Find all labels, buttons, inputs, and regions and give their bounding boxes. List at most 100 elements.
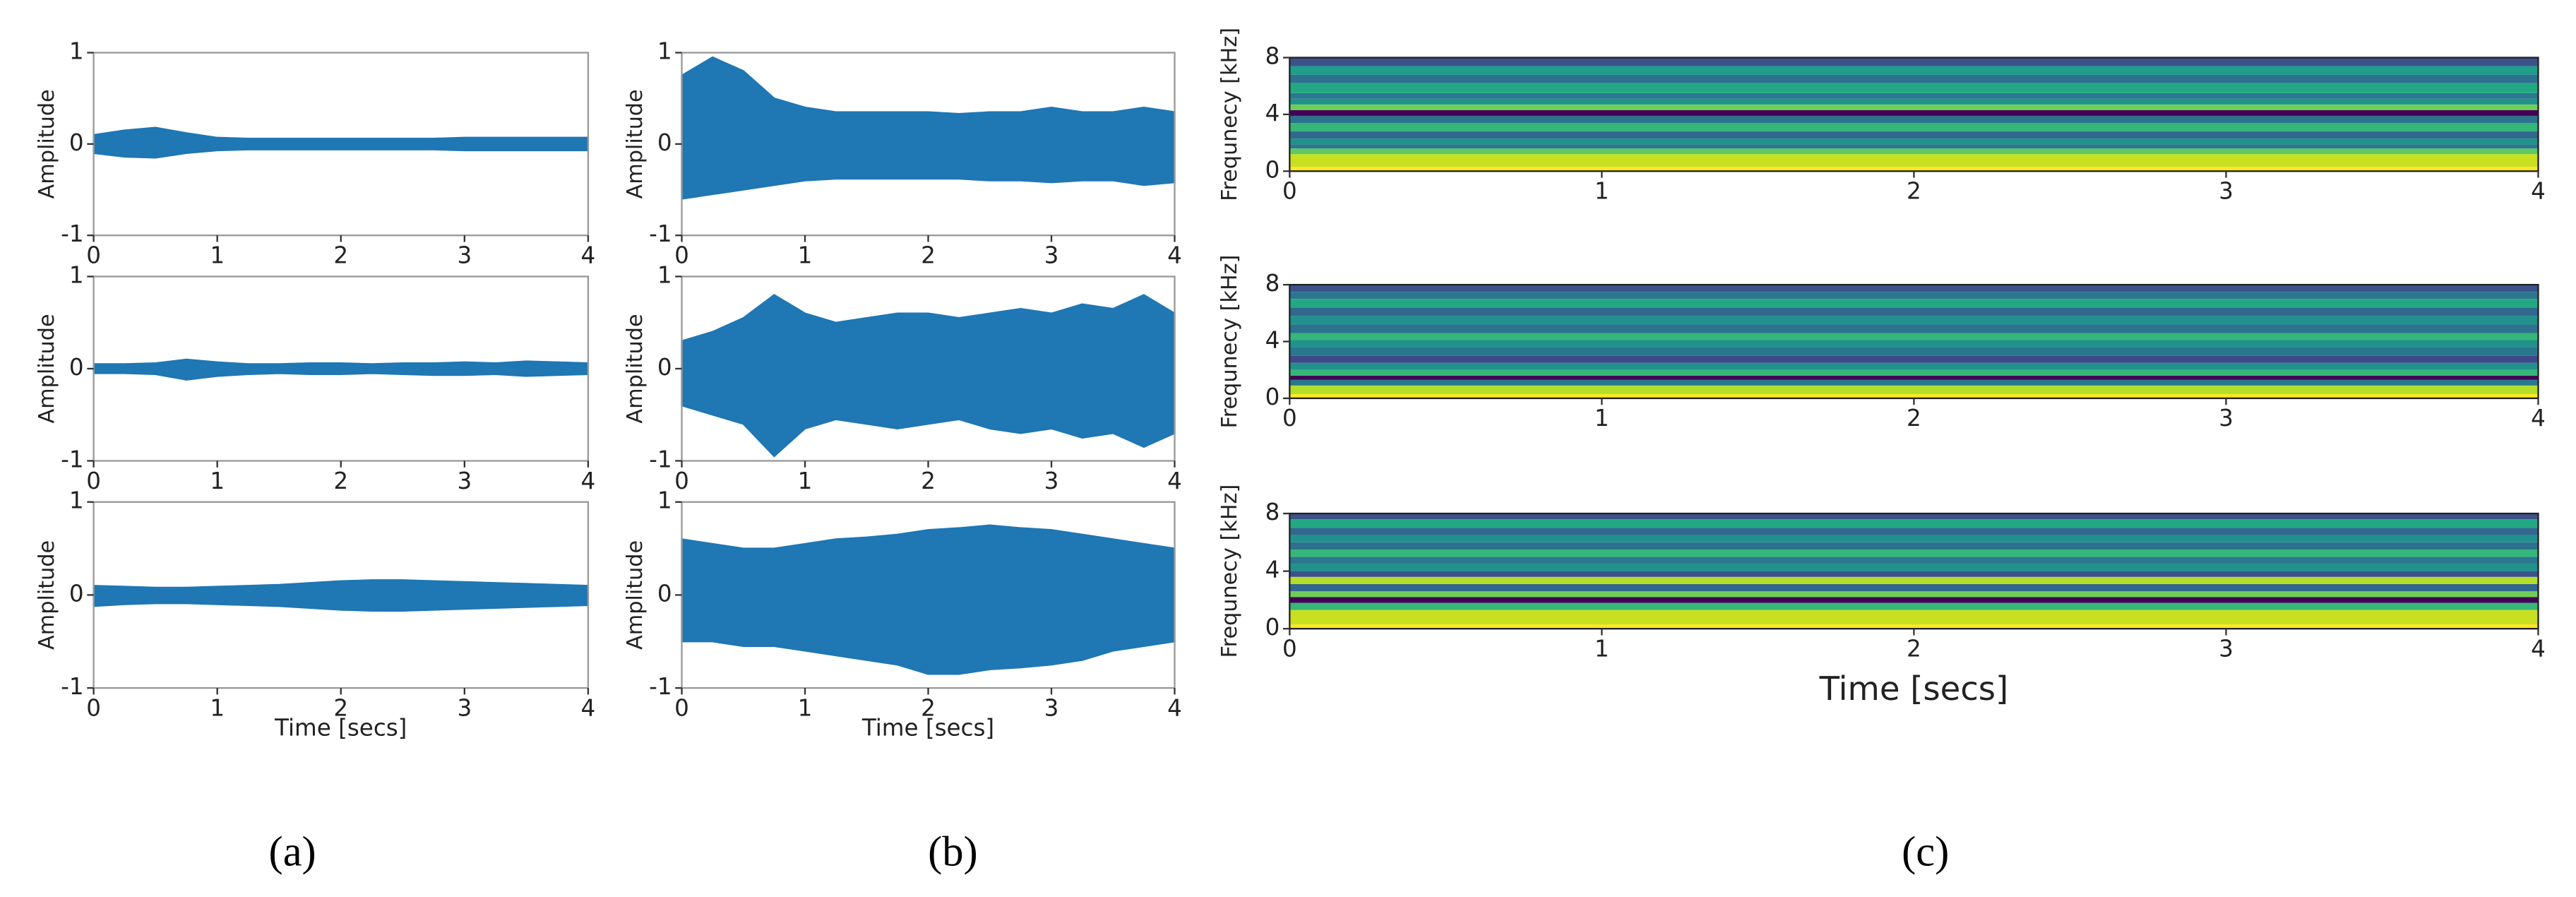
spectrogram-band — [1289, 154, 2539, 167]
spectrogram-band — [1289, 347, 2539, 356]
spectrogram-band — [1289, 148, 2539, 155]
x-tick-label: 1 — [1594, 178, 1609, 205]
y-tick-label: 1 — [69, 261, 84, 288]
y-tick-label: 1 — [657, 38, 672, 65]
spectrogram-band — [1289, 316, 2539, 325]
y-axis-label: Amplitude — [623, 314, 648, 423]
waveform — [681, 524, 1176, 675]
spectrogram-band — [1289, 307, 2539, 316]
y-tick-label: 8 — [1265, 499, 1280, 525]
x-tick-label: 0 — [1282, 635, 1297, 662]
x-tick-label: 2 — [333, 694, 348, 721]
y-tick-label: -1 — [61, 220, 83, 247]
y-tick-label: 8 — [1265, 270, 1280, 297]
y-tick-label: 4 — [1265, 100, 1280, 126]
spectrogram-band — [1289, 167, 2539, 172]
spectrogram-band — [1289, 123, 2539, 132]
spectrogram-band — [1289, 591, 2539, 598]
x-tick-label: 3 — [2219, 405, 2234, 432]
y-axis-label: Amplitude — [623, 540, 648, 650]
y-tick-label: 8 — [1265, 43, 1280, 70]
spectrogram-band — [1289, 610, 2539, 625]
spectrogram-band — [1289, 115, 2539, 124]
y-tick-label: 0 — [657, 580, 672, 607]
x-tick-label: 1 — [210, 694, 225, 721]
x-axis-label: Time [secs] — [274, 714, 407, 741]
x-tick-label: 2 — [921, 468, 936, 494]
spectrogram-band — [1289, 355, 2539, 363]
spectrogram-band — [1289, 576, 2539, 584]
x-tick-label: 1 — [210, 242, 225, 269]
x-tick-label: 2 — [1907, 178, 1921, 205]
spectrogram-band — [1289, 109, 2539, 116]
waveform — [93, 358, 590, 381]
y-axis-label: Frequnecy [kHz] — [1217, 255, 1242, 429]
spectrogram-band — [1289, 528, 2539, 535]
x-tick-label: 0 — [1282, 178, 1297, 205]
y-tick-label: -1 — [649, 673, 672, 700]
y-axis-label: Amplitude — [623, 89, 648, 198]
x-tick-label: 1 — [798, 242, 813, 269]
spectrogram-band — [1289, 557, 2539, 564]
spectrogram-band — [1289, 131, 2539, 139]
x-tick-label: 0 — [674, 468, 689, 494]
spectrogram-band — [1289, 375, 2539, 380]
y-tick-label: 1 — [657, 261, 672, 288]
x-tick-label: 2 — [1907, 405, 1921, 432]
x-tick-label: 0 — [1282, 405, 1297, 432]
x-tick-label: 0 — [86, 694, 101, 721]
spectrogram-band — [1289, 519, 2539, 528]
y-tick-label: 0 — [69, 129, 84, 156]
x-tick-label: 4 — [1167, 242, 1182, 269]
x-tick-label: 1 — [1594, 405, 1609, 432]
y-axis-label: Frequnecy [kHz] — [1217, 28, 1242, 201]
x-tick-label: 0 — [86, 468, 101, 494]
y-tick-label: 1 — [69, 38, 84, 65]
spectrogram-band — [1289, 393, 2539, 398]
x-tick-label: 2 — [333, 242, 348, 269]
spectrogram-band — [1289, 571, 2539, 577]
y-axis-label: Frequnecy [kHz] — [1217, 485, 1242, 658]
y-tick-label: 1 — [69, 487, 84, 514]
x-tick-label: 3 — [1044, 468, 1059, 494]
spectrogram-band — [1289, 583, 2539, 592]
x-tick-label: 0 — [86, 242, 101, 269]
spectrogram-band — [1289, 299, 2539, 308]
x-tick-label: 3 — [457, 468, 472, 494]
spectrogram-band — [1289, 362, 2539, 370]
spectrogram-band — [1289, 340, 2539, 347]
spectrogram-band — [1289, 285, 2539, 292]
spectrogram-band — [1289, 74, 2539, 83]
x-tick-label: 2 — [1907, 635, 1921, 662]
x-tick-label: 3 — [1044, 694, 1059, 721]
x-tick-label: 4 — [2531, 635, 2546, 662]
x-tick-label: 2 — [333, 468, 348, 494]
y-tick-label: 1 — [657, 487, 672, 514]
y-axis-label: Amplitude — [35, 89, 59, 198]
x-tick-label: 4 — [1167, 694, 1182, 721]
y-tick-label: 4 — [1265, 327, 1280, 354]
spectrogram-band — [1289, 602, 2539, 610]
panel-label: (a) — [269, 828, 316, 876]
spectrogram-band — [1289, 104, 2539, 110]
y-tick-label: 0 — [1265, 614, 1280, 641]
spectrogram-band — [1289, 550, 2539, 557]
x-tick-label: 3 — [2219, 635, 2234, 662]
y-tick-label: -1 — [61, 673, 83, 700]
spectrogram-band — [1289, 83, 2539, 93]
spectrogram-band — [1289, 57, 2539, 66]
y-tick-label: 0 — [69, 354, 84, 381]
y-tick-label: -1 — [61, 446, 83, 473]
x-tick-label: 4 — [581, 468, 596, 494]
y-tick-label: -1 — [649, 220, 672, 247]
spectrogram-band — [1289, 98, 2539, 105]
panel-label: (b) — [928, 828, 978, 876]
x-tick-label: 0 — [674, 694, 689, 721]
spectrogram-band — [1289, 138, 2539, 145]
y-tick-label: -1 — [649, 446, 672, 473]
x-axis-label: Time [secs] — [1819, 670, 2009, 708]
x-tick-label: 1 — [798, 694, 813, 721]
spectrogram-band — [1289, 542, 2539, 550]
x-tick-label: 0 — [674, 242, 689, 269]
